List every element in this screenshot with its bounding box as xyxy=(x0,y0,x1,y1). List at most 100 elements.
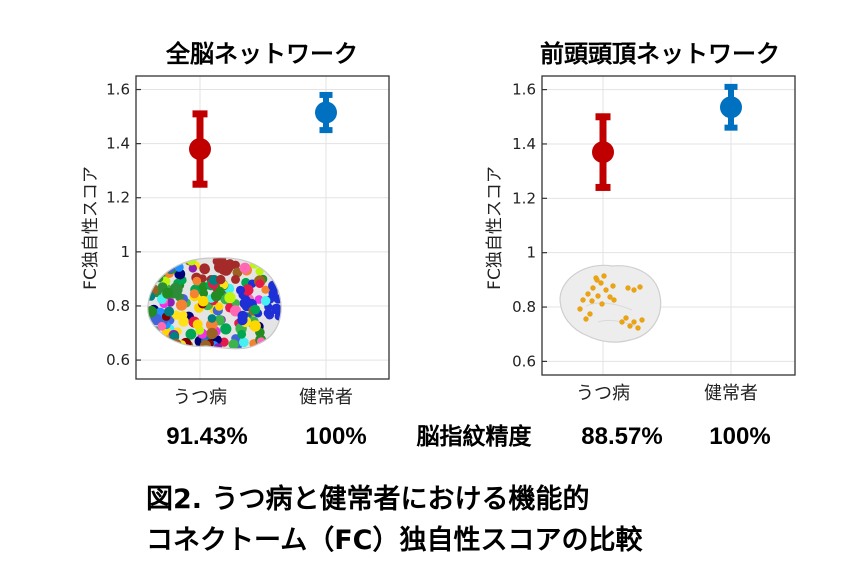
caption-line-1: 図2. うつ病と健常者における機能的 xyxy=(146,483,589,515)
brain-node xyxy=(577,306,583,312)
brain-node xyxy=(192,276,202,286)
brain-node xyxy=(595,293,601,299)
chart-title: 全脳ネットワーク xyxy=(165,40,358,68)
brain-node xyxy=(228,339,239,349)
y-tick-label: 1.4 xyxy=(512,135,536,153)
brain-node xyxy=(185,328,197,340)
brain-node xyxy=(164,306,175,317)
brain-node xyxy=(242,284,254,296)
y-tick-label: 0.8 xyxy=(512,298,536,316)
brain-node xyxy=(631,287,637,293)
brain-node xyxy=(623,315,629,321)
y-tick-label: 1 xyxy=(120,243,130,261)
brain-node xyxy=(198,295,209,307)
brain-node xyxy=(261,285,270,294)
brain-node xyxy=(219,337,229,347)
brain-node xyxy=(162,287,174,299)
brain-node xyxy=(215,286,225,297)
brain-node xyxy=(265,310,275,320)
y-tick-label: 1.2 xyxy=(512,189,536,207)
y-tick-label: 1.4 xyxy=(106,135,130,153)
brain-node xyxy=(207,314,217,323)
data-point xyxy=(315,101,337,124)
brain-node xyxy=(239,262,251,274)
y-tick-label: 1 xyxy=(526,244,536,262)
plot-frame xyxy=(541,75,796,376)
brain-node xyxy=(176,299,188,311)
brain-node xyxy=(594,277,600,283)
brain-node xyxy=(631,319,637,325)
brain-node xyxy=(215,302,224,311)
y-tick-label: 1.6 xyxy=(106,81,130,99)
brain-node xyxy=(255,267,264,276)
brain-node xyxy=(589,298,595,304)
accuracy-value: 100% xyxy=(709,423,770,450)
y-ticks: 0.6 0.8 1 1.2 1.4 1.6 xyxy=(106,81,141,369)
y-tick-label: 1.2 xyxy=(106,189,130,207)
accuracy-label: 脳指紋精度 xyxy=(417,423,533,450)
brain-node xyxy=(239,337,249,348)
brain-node xyxy=(599,301,605,307)
brain-node xyxy=(237,329,247,339)
x-tick-label: うつ病 xyxy=(173,387,227,408)
y-axis-label: FC独自性スコア xyxy=(81,166,101,290)
brain-node xyxy=(175,292,184,302)
brain-node xyxy=(585,291,591,297)
brain-node xyxy=(271,303,282,315)
brain-node xyxy=(199,263,210,274)
brain-node xyxy=(237,310,248,322)
brain-node xyxy=(178,316,189,327)
y-tick-label: 0.6 xyxy=(106,351,130,369)
brain-node xyxy=(598,280,604,286)
y-axis-label: FC独自性スコア xyxy=(485,166,505,290)
brain-node xyxy=(192,319,203,330)
brain-node xyxy=(603,287,609,293)
brain-node xyxy=(157,321,167,331)
accuracy-value: 100% xyxy=(305,423,366,450)
brain-node xyxy=(590,285,596,291)
chart-panel-whole-brain: 全脳ネットワーク 0.6 0.8 1 1.2 1.4 1.6 うつ病 健常者 FC独自性ス… xyxy=(81,40,390,408)
brain-node xyxy=(580,297,586,303)
brain-node xyxy=(627,323,633,329)
data-point xyxy=(720,96,742,119)
x-tick-label: 健常者 xyxy=(299,387,353,408)
brain-node xyxy=(260,296,271,306)
brain-node xyxy=(601,273,607,279)
data-marks xyxy=(189,91,337,188)
brain-node xyxy=(236,285,245,295)
caption-line-2: コネクトーム（FC）独自性スコアの比較 xyxy=(146,524,643,556)
brain-node xyxy=(171,310,182,320)
brain-node xyxy=(222,260,231,269)
brain-node xyxy=(199,289,209,298)
x-tick-label: 健常者 xyxy=(704,383,758,404)
brain-node xyxy=(639,317,645,323)
brain-node xyxy=(220,323,232,335)
brain-node xyxy=(587,311,593,317)
brain-node xyxy=(637,284,643,290)
accuracy-row: 91.43% 100% 脳指紋精度 88.57% 100% xyxy=(166,423,770,450)
brain-node xyxy=(611,297,617,303)
brain-node xyxy=(255,279,264,289)
brain-node xyxy=(231,274,240,284)
y-ticks: 0.6 0.8 1 1.2 1.4 1.6 xyxy=(512,81,547,370)
accuracy-value: 91.43% xyxy=(166,423,247,450)
brain-node xyxy=(189,289,199,299)
brain-node xyxy=(249,320,261,332)
brain-node xyxy=(619,319,625,325)
chart-panel-frontoparietal: 前頭頭頂ネットワーク 0.6 0.8 1 1.2 1.4 1.6 うつ病 健常者 FC独自… xyxy=(485,40,796,404)
brain-node xyxy=(607,294,613,300)
y-tick-label: 0.8 xyxy=(106,297,130,315)
data-point xyxy=(592,141,614,164)
chart-title: 前頭頭頂ネットワーク xyxy=(540,40,780,68)
brain-node xyxy=(610,283,616,289)
y-tick-label: 1.6 xyxy=(512,81,536,99)
brain-node xyxy=(188,264,197,273)
brain-node xyxy=(206,327,218,340)
data-point xyxy=(189,138,211,161)
plot-frame xyxy=(135,75,390,380)
brain-node xyxy=(206,318,218,331)
brain-node xyxy=(224,292,236,304)
accuracy-value: 88.57% xyxy=(581,423,662,450)
brain-node xyxy=(625,285,631,291)
